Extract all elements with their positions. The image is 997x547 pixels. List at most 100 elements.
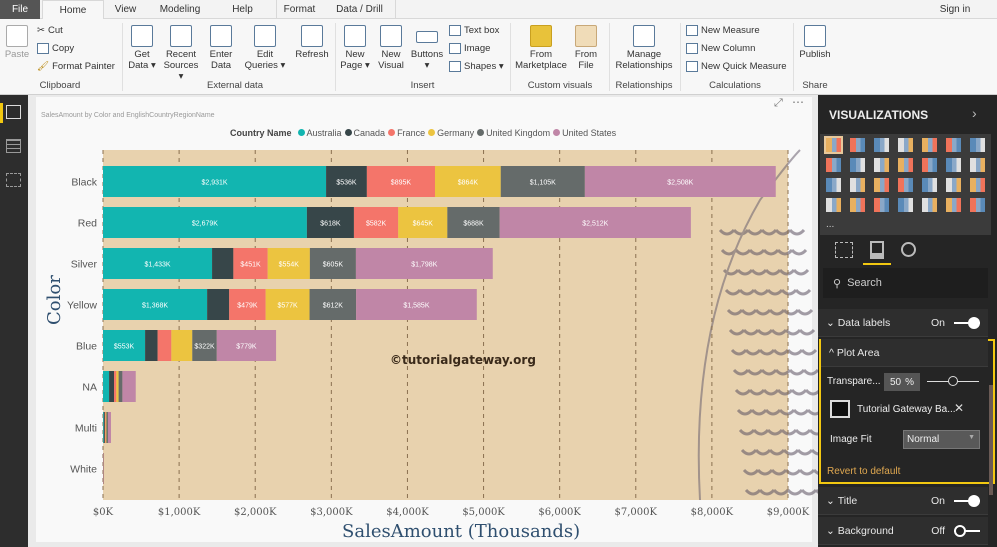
format-paint-roller-icon[interactable] (870, 241, 884, 259)
bar-segment (265, 289, 310, 320)
visual-type-icon[interactable] (946, 178, 961, 192)
bar-segment (157, 330, 172, 361)
visual-type-icon[interactable] (826, 158, 841, 172)
tab-data-drill[interactable]: Data / Drill (324, 0, 396, 19)
refresh-button[interactable]: Refresh (294, 25, 330, 60)
recent-sources-button[interactable]: Recent Sources ▾ (161, 25, 201, 82)
visual-type-icon[interactable] (898, 158, 913, 172)
visual-type-icon[interactable] (970, 178, 985, 192)
image-button[interactable]: Image (449, 43, 490, 54)
format-painter-button[interactable]: 🖌 Format Painter (37, 61, 115, 72)
visual-type-icon[interactable] (922, 198, 937, 212)
background-toggle[interactable] (954, 524, 980, 537)
visual-type-icon[interactable] (922, 158, 937, 172)
visual-type-icon[interactable] (970, 138, 985, 152)
analytics-tab-icon[interactable] (901, 242, 916, 257)
data-label: $1,368K (142, 303, 168, 310)
visual-type-icon[interactable] (874, 198, 889, 212)
visual-type-icon[interactable] (850, 178, 865, 192)
new-column-button[interactable]: New Column (686, 43, 755, 54)
slider-handle[interactable] (948, 376, 958, 386)
tab-view[interactable]: View (114, 4, 137, 15)
new-measure-button[interactable]: New Measure (686, 25, 760, 36)
visual-type-icon[interactable] (826, 198, 841, 212)
buttons-button[interactable]: Buttons ▾ (409, 25, 445, 71)
tab-file[interactable]: File (0, 0, 40, 19)
x-tick-label: $1,000K (158, 507, 201, 518)
visual-type-icon[interactable] (970, 198, 985, 212)
data-labels-toggle[interactable] (954, 316, 980, 329)
visual-type-icon[interactable] (850, 158, 865, 172)
new-quick-measure-button[interactable]: New Quick Measure (686, 61, 787, 72)
more-visuals-button[interactable]: ... (826, 219, 835, 230)
data-label: $536K (336, 180, 357, 187)
title-toggle[interactable] (954, 494, 980, 507)
data-labels-section[interactable]: ⌄ Data labels On (818, 309, 988, 337)
more-options-icon[interactable]: ⋯ (792, 95, 804, 109)
data-label: $779K (236, 344, 257, 351)
cut-button[interactable]: ✂ Cut (37, 25, 63, 36)
enter-data-button[interactable]: Enter Data (205, 25, 237, 71)
focus-mode-icon[interactable]: ⤢ (774, 97, 783, 109)
remove-image-icon[interactable]: ✕ (954, 401, 965, 415)
text-box-button[interactable]: Text box (449, 25, 499, 36)
visual-type-icon[interactable] (826, 178, 841, 192)
collapse-pane-icon[interactable]: › (972, 105, 977, 121)
copy-button[interactable]: Copy (37, 43, 74, 54)
transparency-slider[interactable] (927, 376, 979, 386)
data-view-icon[interactable] (6, 139, 21, 153)
visual-type-icon[interactable] (850, 198, 865, 212)
visual-type-icon[interactable] (850, 138, 865, 152)
tab-help[interactable]: Help (232, 4, 253, 15)
legend-item[interactable]: United States (553, 128, 616, 138)
visual-type-icon[interactable] (874, 158, 889, 172)
visual-type-icon[interactable] (946, 138, 961, 152)
tab-format[interactable]: Format (276, 0, 322, 19)
new-page-button[interactable]: New Page ▾ (340, 25, 370, 71)
manage-relationships-button[interactable]: Manage Relationships (612, 25, 676, 71)
plot-area-section[interactable]: ^ Plot Area (821, 339, 988, 367)
visual-type-icon[interactable] (922, 138, 937, 152)
image-thumbnail[interactable] (830, 400, 850, 418)
background-section[interactable]: ⌄ Background Off (818, 517, 988, 545)
legend-item[interactable]: France (388, 128, 425, 138)
legend-item[interactable]: Australia (297, 128, 342, 138)
visual-type-icon[interactable] (898, 198, 913, 212)
tab-home[interactable]: Home (42, 0, 104, 20)
visual-type-icon[interactable] (898, 178, 913, 192)
tab-modeling[interactable]: Modeling (159, 4, 201, 15)
revert-to-default-link[interactable]: Revert to default (827, 466, 901, 477)
title-section[interactable]: ⌄ Title On (818, 487, 988, 515)
x-tick-label: $8,000K (691, 507, 734, 518)
from-marketplace-button[interactable]: From Marketplace (513, 25, 569, 71)
new-visual-button[interactable]: New Visual (376, 25, 406, 71)
report-view-icon[interactable] (6, 105, 21, 119)
search-input[interactable]: ⚲ Search (823, 268, 988, 298)
get-data-button[interactable]: Get Data ▾ (126, 25, 158, 71)
visual-type-icon[interactable] (922, 178, 937, 192)
image-fit-dropdown[interactable]: Normal ▼ (903, 430, 980, 449)
relationships-view-icon[interactable] (6, 173, 21, 187)
visual-type-icon[interactable] (946, 198, 961, 212)
visual-type-icon[interactable] (824, 136, 843, 154)
feather-mark (780, 428, 798, 436)
visual-type-icon[interactable] (898, 138, 913, 152)
x-tick-label: $3,000K (310, 507, 353, 518)
legend-item[interactable]: United Kingdom (477, 128, 550, 138)
visual-type-icon[interactable] (874, 178, 889, 192)
fields-tab-icon[interactable] (835, 242, 853, 258)
legend-item[interactable]: Canada (344, 128, 385, 138)
visual-type-icon[interactable] (874, 138, 889, 152)
from-file-button[interactable]: From File (572, 25, 600, 71)
visual-type-icon[interactable] (970, 158, 985, 172)
pane-scrollbar[interactable] (989, 385, 993, 495)
visual-type-icon[interactable] (946, 158, 961, 172)
x-tick-label: $6,000K (538, 507, 581, 518)
transparency-input[interactable]: 50% (884, 373, 920, 391)
edit-queries-button[interactable]: Edit Queries ▾ (244, 25, 286, 71)
publish-button[interactable]: Publish (798, 25, 832, 60)
shapes-button[interactable]: Shapes ▾ (449, 61, 504, 72)
legend-item[interactable]: Germany (428, 128, 474, 138)
paste-button[interactable]: Paste (4, 25, 30, 60)
sign-in-link[interactable]: Sign in (939, 4, 971, 15)
